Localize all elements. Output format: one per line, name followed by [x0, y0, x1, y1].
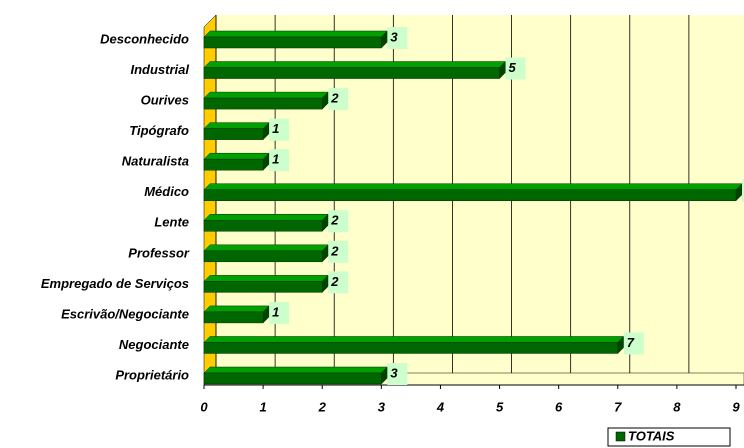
bar-top	[203, 366, 388, 374]
y-tick-label: Naturalista	[122, 154, 189, 169]
y-tick-label: Médico	[144, 184, 189, 199]
value-label: 3	[390, 29, 398, 44]
value-label-box	[269, 149, 290, 172]
value-label-box	[387, 363, 408, 385]
bar	[203, 189, 737, 201]
value-label: 2	[330, 243, 339, 258]
legend-box	[607, 427, 731, 447]
value-label-box	[328, 271, 349, 294]
value-label-box	[328, 210, 349, 233]
x-tick-label: 3	[378, 399, 386, 414]
bar-top	[203, 244, 329, 252]
bar	[203, 250, 323, 263]
x-tick-label: 8	[673, 399, 681, 414]
bar-top	[203, 61, 507, 68]
bar-top	[203, 305, 270, 313]
bar	[203, 372, 382, 385]
bar-top	[203, 275, 329, 282]
value-label-box	[742, 179, 744, 202]
y-tick-label: Tipógrafo	[129, 123, 189, 138]
x-tick-label: 6	[555, 399, 563, 414]
value-label-box	[269, 118, 290, 141]
value-label: 1	[272, 152, 279, 167]
x-tick-label: 7	[614, 399, 622, 414]
value-label-box	[623, 332, 644, 355]
value-label: 2	[330, 274, 339, 289]
y-tick-label: Ourives	[141, 93, 189, 108]
bar	[203, 67, 500, 79]
value-label-box	[328, 240, 349, 263]
bar-top	[203, 183, 743, 190]
bar-top	[203, 152, 270, 160]
value-label-box	[387, 27, 408, 49]
x-tick-label: 0	[200, 399, 208, 414]
value-label-box	[328, 88, 349, 111]
bar-top	[203, 91, 329, 99]
y-tick-label: Escrivão/Negociante	[61, 306, 189, 321]
x-tick-label: 2	[318, 399, 327, 414]
y-tick-label: Professor	[128, 245, 190, 260]
legend-swatch	[615, 431, 626, 442]
legend-label: TOTAIS	[628, 428, 675, 443]
value-label: 2	[330, 213, 339, 228]
value-label: 1	[272, 304, 279, 319]
bar	[203, 342, 619, 354]
y-tick-label: Proprietário	[115, 367, 189, 382]
y-tick-label: Desconhecido	[100, 31, 189, 46]
x-tick-label: 5	[496, 399, 504, 414]
bar	[203, 220, 323, 232]
value-label: 7	[627, 335, 635, 350]
y-tick-label: Lente	[154, 215, 189, 230]
y-tick-label: Empregado de Serviços	[41, 276, 189, 291]
bar	[203, 281, 323, 293]
value-label-box	[269, 301, 290, 324]
x-tick-label: 9	[732, 399, 740, 414]
x-tick-label: 4	[436, 399, 445, 414]
bar-top	[203, 122, 270, 129]
bar	[203, 311, 264, 324]
x-tick-label: 1	[259, 399, 266, 414]
bar-top	[203, 30, 388, 38]
value-label: 1	[272, 121, 279, 136]
bar	[203, 36, 382, 49]
bar	[203, 128, 264, 140]
bar-top	[203, 214, 329, 221]
value-label: 5	[509, 60, 517, 75]
y-tick-label: Industrial	[130, 62, 189, 77]
value-label: 2	[330, 91, 339, 106]
value-label-box	[505, 57, 526, 80]
value-label: 3	[390, 365, 398, 380]
y-tick-label: Negociante	[119, 337, 189, 352]
bar-top	[203, 336, 625, 343]
bar	[203, 97, 323, 110]
bar	[203, 158, 264, 171]
